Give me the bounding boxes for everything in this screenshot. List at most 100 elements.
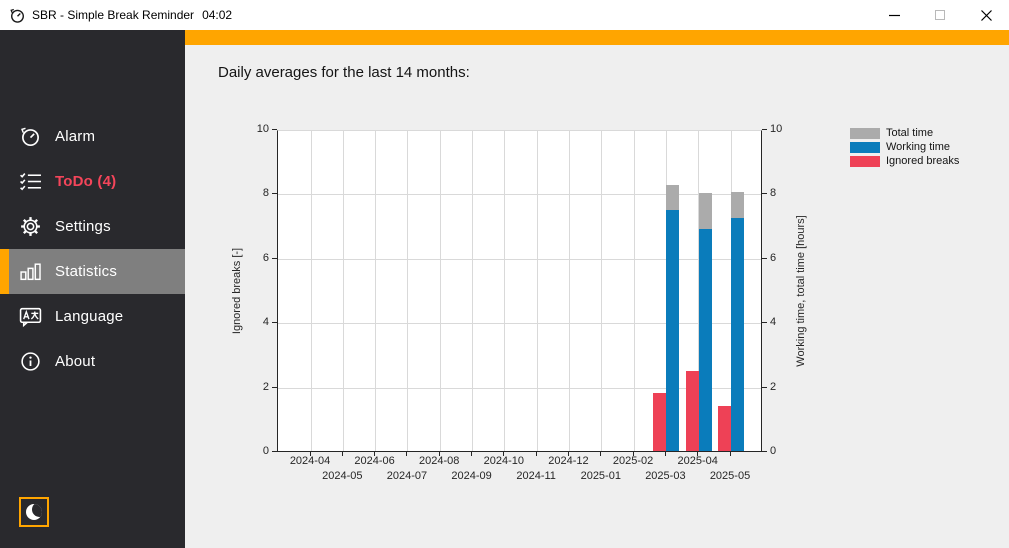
x-axis-tick xyxy=(309,452,311,456)
x-axis-tick xyxy=(341,452,343,456)
x-axis-tick xyxy=(729,452,731,456)
x-axis-tick xyxy=(697,452,699,456)
gridline-horizontal xyxy=(278,194,761,196)
right-axis-tick-label: 8 xyxy=(770,187,777,200)
sidebar-item-settings[interactable]: Settings xyxy=(0,204,185,249)
maximize-button[interactable] xyxy=(917,0,963,30)
sidebar-item-language[interactable]: Language xyxy=(0,294,185,339)
bar-total-time-2025-03 xyxy=(666,185,680,210)
legend-entry: Ignored breaks xyxy=(850,154,959,168)
bar-total-time-2025-05 xyxy=(731,191,744,218)
close-button[interactable] xyxy=(963,0,1009,30)
sidebar-item-label: Language xyxy=(55,308,124,325)
gear-icon xyxy=(18,215,42,239)
x-axis-tick xyxy=(664,452,666,456)
left-axis-tick xyxy=(272,129,277,130)
page-title: Daily averages for the last 14 months: xyxy=(218,64,470,81)
info-icon xyxy=(18,350,42,374)
legend-label: Ignored breaks xyxy=(886,155,960,167)
gridline-vertical xyxy=(601,131,603,451)
moon-icon xyxy=(26,504,42,520)
right-axis-title: Working time, total time [hours] xyxy=(795,215,807,367)
x-axis-tick xyxy=(567,452,569,456)
sidebar-item-label: Alarm xyxy=(55,128,96,145)
x-axis-tick xyxy=(632,452,634,456)
stopwatch-app-icon xyxy=(9,7,26,24)
x-axis-tick-label: 2024-07 xyxy=(386,470,428,482)
gridline-vertical xyxy=(439,131,441,451)
left-axis-tick-label: 0 xyxy=(262,445,269,457)
x-axis-tick xyxy=(503,452,505,456)
gridline-vertical xyxy=(568,131,570,451)
left-axis-tick-label: 10 xyxy=(256,123,269,135)
gridline-vertical xyxy=(633,131,635,451)
x-axis-tick-label: 2025-02 xyxy=(612,455,654,467)
gridline-horizontal xyxy=(278,258,761,260)
x-axis-tick-label: 2024-06 xyxy=(354,455,395,467)
window-controls xyxy=(871,0,1009,30)
x-axis-tick-label: 2025-01 xyxy=(580,470,621,482)
x-axis-tick-label: 2024-05 xyxy=(322,470,363,482)
left-axis-tick xyxy=(272,193,277,195)
chart-plot-area xyxy=(277,130,762,452)
sidebar-item-statistics[interactable]: Statistics xyxy=(0,249,185,294)
chart-legend: Total time Working time Ignored breaks xyxy=(850,126,959,168)
x-axis-tick xyxy=(600,452,602,456)
x-axis-tick xyxy=(438,452,440,456)
right-axis-tick xyxy=(762,193,767,195)
legend-entry: Total time xyxy=(850,126,959,140)
right-axis-tick-label: 2 xyxy=(770,380,777,393)
timer-icon xyxy=(18,125,42,149)
night-mode-button[interactable] xyxy=(19,497,49,527)
x-axis-tick-label: 2024-11 xyxy=(516,470,556,482)
minimize-icon xyxy=(888,14,900,16)
sidebar-item-label: Statistics xyxy=(55,263,118,280)
x-axis-tick xyxy=(406,452,408,456)
bar-working-time-2025-03 xyxy=(666,209,680,451)
bar-chart-icon xyxy=(18,260,42,284)
bar-ignored-breaks-2025-04 xyxy=(685,370,699,451)
x-axis-tick xyxy=(535,452,537,456)
left-axis-tick-label: 8 xyxy=(262,187,269,200)
x-axis-tick-label: 2024-08 xyxy=(419,455,460,467)
gridline-vertical xyxy=(472,131,474,451)
legend-label: Total time xyxy=(886,127,934,139)
sidebar-item-label: Settings xyxy=(55,218,111,235)
gridline-vertical xyxy=(375,131,377,451)
bar-ignored-breaks-2025-05 xyxy=(718,405,731,451)
legend-label: Working time xyxy=(886,141,950,153)
gridline-vertical xyxy=(407,131,409,451)
window-title: SBR - Simple Break Reminder xyxy=(32,8,195,22)
title-bar: SBR - Simple Break Reminder 04:02 xyxy=(0,0,1009,30)
sidebar-item-alarm[interactable]: Alarm xyxy=(0,114,185,159)
gridline-horizontal xyxy=(278,387,761,389)
x-axis-tick-label: 2024-09 xyxy=(451,470,492,482)
x-axis-tick-label: 2024-10 xyxy=(483,455,525,467)
legend-entry: Working time xyxy=(850,140,959,154)
gridline-vertical xyxy=(310,131,312,451)
bar-total-time-2025-04 xyxy=(698,193,712,229)
minimize-button[interactable] xyxy=(871,0,917,30)
sidebar-item-label: ToDo (4) xyxy=(55,173,117,190)
sidebar-item-about[interactable]: About xyxy=(0,339,185,384)
gridline-vertical xyxy=(536,131,538,451)
legend-swatch-total-time xyxy=(850,127,880,139)
right-axis-tick xyxy=(762,129,767,130)
bar-ignored-breaks-2025-03 xyxy=(653,393,667,451)
gridline-vertical xyxy=(342,131,344,451)
x-axis-tick xyxy=(374,452,376,456)
left-axis-tick xyxy=(272,257,277,259)
sidebar-item-todo[interactable]: ToDo (4) xyxy=(0,159,185,204)
x-axis-tick xyxy=(471,452,473,456)
checklist-icon xyxy=(18,170,42,194)
legend-swatch-ignored-breaks xyxy=(850,155,880,167)
left-axis-tick-label: 4 xyxy=(262,316,269,329)
x-axis-tick-label: 2025-05 xyxy=(709,470,751,482)
left-axis-tick xyxy=(272,451,277,452)
right-axis-tick-label: 4 xyxy=(770,316,777,329)
x-axis-tick-label: 2024-04 xyxy=(289,455,331,467)
maximize-icon xyxy=(935,10,945,20)
left-axis-tick-label: 6 xyxy=(262,251,269,264)
right-axis-tick-label: 10 xyxy=(770,123,783,135)
x-axis-tick-label: 2024-12 xyxy=(548,455,589,467)
